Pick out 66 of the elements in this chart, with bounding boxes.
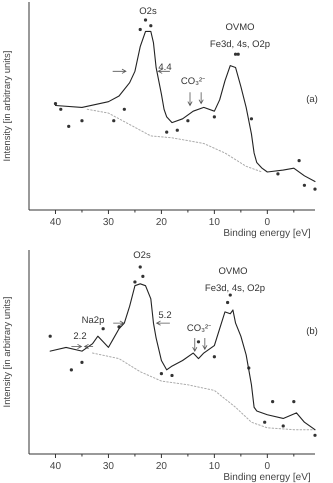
point xyxy=(80,360,84,364)
x-tick-label: 10 xyxy=(208,461,220,472)
point xyxy=(67,124,70,128)
point xyxy=(165,130,168,134)
point xyxy=(302,184,306,187)
x-tick-label: 40 xyxy=(50,217,62,228)
point xyxy=(59,108,62,111)
annotation: CO₃²⁻ xyxy=(180,76,206,87)
text: O2s xyxy=(139,6,157,17)
x-axis-title: Binding energy [eV] xyxy=(223,472,311,483)
annotation: (a) xyxy=(306,94,318,105)
annotation: CO₃²⁻ xyxy=(186,323,212,334)
point xyxy=(298,159,301,162)
point xyxy=(112,119,116,122)
point xyxy=(138,28,142,32)
point xyxy=(271,400,274,404)
point xyxy=(102,327,105,330)
point xyxy=(170,374,174,378)
point xyxy=(138,265,142,269)
point xyxy=(212,115,216,118)
x-axis-title: Binding energy [eV] xyxy=(223,228,311,239)
annotation: 2.2 xyxy=(73,331,87,342)
point xyxy=(236,52,240,56)
annotation: (b) xyxy=(306,326,318,337)
annotation: 5.2 xyxy=(158,310,172,321)
x-tick-label: 20 xyxy=(156,217,168,228)
x-tick-label: 0 xyxy=(264,461,271,472)
point xyxy=(228,293,232,297)
annotation: OVMO xyxy=(218,266,248,277)
x-tick-label: 0 xyxy=(264,217,271,228)
point xyxy=(196,340,200,344)
point xyxy=(70,368,73,372)
y-axis-title: Intensity [in arbitrary units] xyxy=(2,50,13,162)
point xyxy=(250,117,254,120)
point xyxy=(234,52,238,56)
x-tick-label: 30 xyxy=(102,461,114,472)
text: O2s xyxy=(133,250,151,261)
point xyxy=(144,18,148,22)
annotation: Fe3d, 4s, O2p xyxy=(210,39,270,50)
x-tick-label: 20 xyxy=(156,461,168,472)
point xyxy=(54,102,58,106)
x-tick-label: 10 xyxy=(208,217,220,228)
point xyxy=(176,128,179,132)
point xyxy=(313,434,317,437)
x-tick-label: 30 xyxy=(102,217,114,228)
y-axis-title: Intensity [in arbitrary units] xyxy=(2,296,13,408)
point xyxy=(226,300,230,304)
point xyxy=(160,372,164,376)
annotation: 4.4 xyxy=(158,62,172,73)
annotation: Na2p xyxy=(82,315,104,326)
point xyxy=(122,108,126,111)
point xyxy=(141,274,144,278)
point xyxy=(276,172,280,176)
point xyxy=(292,400,296,404)
point xyxy=(186,119,190,122)
point xyxy=(313,188,317,191)
point xyxy=(48,334,52,338)
point xyxy=(149,24,152,28)
point xyxy=(282,424,285,428)
annotation: Fe3d, 4s, O2p xyxy=(204,283,266,294)
point xyxy=(133,280,137,284)
annotation: OVMO xyxy=(225,22,255,33)
x-tick-label: 40 xyxy=(50,461,62,472)
point xyxy=(80,119,84,122)
point xyxy=(212,355,216,358)
point xyxy=(263,420,266,424)
